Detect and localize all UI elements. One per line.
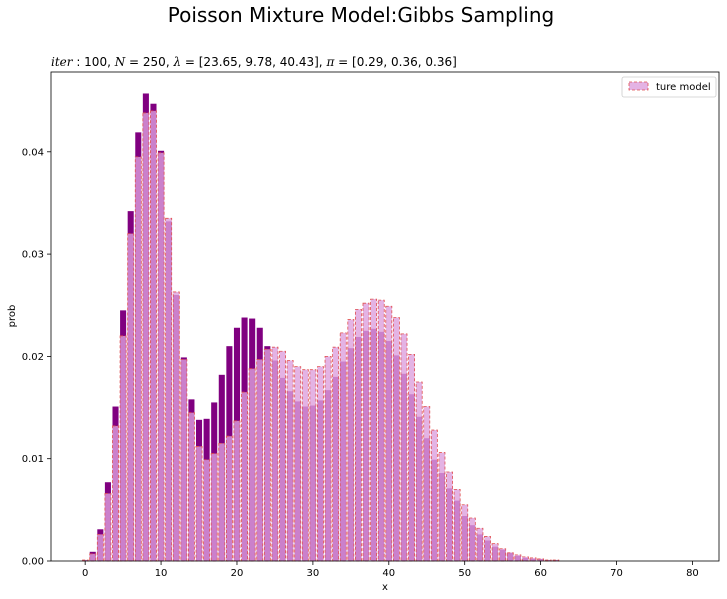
bar-true-model [309, 369, 317, 562]
x-tick-label: 40 [382, 568, 395, 579]
x-axis-label: x [382, 582, 388, 593]
y-axis: 0.00 0.01 0.02 0.03 0.04 [22, 147, 51, 568]
y-tick-label: 0.02 [22, 352, 44, 363]
x-tick-label: 0 [82, 568, 88, 579]
bar-true-model [430, 429, 438, 562]
chart-suptitle: Poisson Mixture Model:Gibbs Sampling [168, 3, 554, 27]
bar-true-model [233, 420, 241, 562]
bar-true-model [392, 317, 400, 562]
bar-true-model [301, 369, 309, 562]
bar-true-model [324, 355, 332, 562]
true-model-bars [81, 110, 560, 562]
bar-true-model [468, 517, 476, 562]
bar-true-model [415, 381, 423, 562]
bar-true-model [225, 435, 233, 562]
bar-true-model [256, 359, 264, 562]
x-tick-label: 80 [686, 568, 699, 579]
bar-true-model [347, 319, 355, 562]
bar-true-model [408, 353, 416, 562]
x-tick-label: 70 [610, 568, 623, 579]
x-tick-label: 50 [458, 568, 471, 579]
bar-true-model [286, 360, 294, 562]
bar-true-model [332, 346, 340, 562]
bar-true-model [461, 504, 469, 562]
bar-true-model [514, 554, 522, 562]
y-tick-label: 0.00 [22, 557, 44, 568]
title-iter-value: 100 [84, 55, 107, 69]
bar-true-model [423, 406, 431, 562]
bar-true-model [370, 298, 378, 562]
bar-true-model [172, 291, 180, 562]
bar-true-model [241, 391, 249, 562]
bar-true-model [157, 152, 165, 562]
bar-true-model [104, 493, 112, 562]
bar-true-model [165, 217, 173, 562]
bar-true-model [271, 346, 279, 562]
y-tick-label: 0.01 [22, 454, 44, 465]
x-tick-label: 30 [307, 568, 320, 579]
title-lambda-label: λ [172, 55, 181, 69]
title-pi-value: [0.29, 0.36, 0.36] [352, 55, 457, 69]
bar-true-model [89, 553, 97, 562]
bar-true-model [400, 333, 408, 562]
bar-true-model [317, 366, 324, 562]
y-tick-label: 0.03 [22, 250, 44, 261]
bar-true-model [385, 305, 393, 562]
title-n-label: N [114, 55, 126, 69]
bar-true-model [446, 471, 453, 562]
bar-true-model [180, 359, 188, 562]
bar-true-model [354, 308, 362, 562]
legend: ture model [621, 76, 717, 98]
title-pi-label: π [325, 55, 335, 69]
axes-frame [50, 71, 720, 562]
bar-true-model [491, 543, 499, 562]
bar-true-model [127, 233, 135, 562]
bar-true-model [218, 442, 226, 562]
bar-true-model [484, 536, 491, 562]
y-axis-label: prob [7, 305, 18, 328]
bar-true-model [438, 452, 446, 562]
bar-true-model [362, 302, 370, 562]
bar-true-model [142, 112, 150, 562]
bar-true-model [529, 557, 537, 562]
bar-true-model [263, 348, 271, 562]
bar-true-model [203, 459, 211, 562]
legend-swatch-true-model [628, 81, 649, 91]
bar-true-model [134, 156, 142, 562]
bar-true-model [521, 556, 529, 562]
x-axis: 0 10 20 30 40 50 60 70 80 [82, 561, 699, 579]
x-tick-label: 20 [231, 568, 244, 579]
bar-true-model [499, 548, 507, 562]
bar-true-model [279, 350, 286, 562]
bar-true-model [187, 412, 195, 562]
bar-true-model [294, 366, 302, 562]
bar-true-model [96, 534, 104, 562]
bar-true-model [476, 527, 484, 562]
bar-true-model [506, 552, 514, 562]
plot-area [81, 93, 560, 562]
bar-true-model [112, 425, 119, 562]
bar-true-model [377, 299, 385, 562]
x-tick-label: 60 [534, 568, 547, 579]
bar-true-model [248, 368, 256, 562]
bar-true-model [119, 335, 127, 562]
title-lambda-value: [23.65, 9.78, 40.43] [199, 55, 319, 69]
title-iter-label: iter [51, 55, 74, 69]
title-n-value: 250 [143, 55, 166, 69]
bar-true-model [195, 446, 203, 562]
x-tick-label: 10 [155, 568, 168, 579]
y-tick-label: 0.04 [22, 147, 44, 158]
bar-true-model [210, 453, 218, 562]
bar-true-model [453, 488, 461, 562]
bar-true-model [339, 332, 347, 562]
chart-title: iter : 100, N = 250, λ = [23.65, 9.78, 4… [51, 55, 457, 69]
bar-true-model [150, 110, 157, 562]
legend-label-true-model: ture model [656, 82, 711, 93]
